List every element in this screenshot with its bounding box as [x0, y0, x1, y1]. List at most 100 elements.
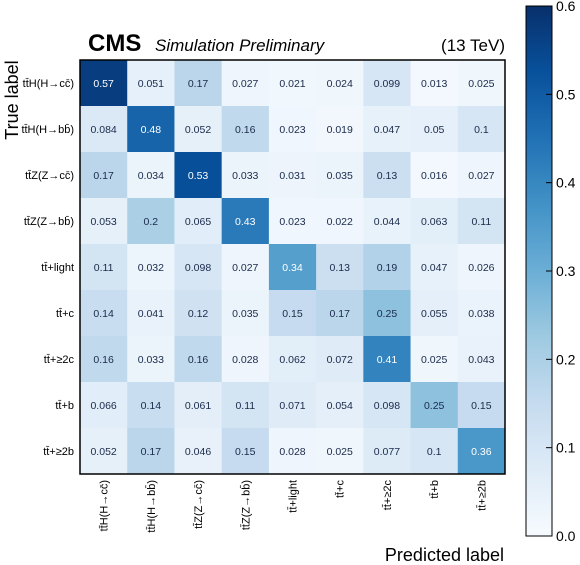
cell-value-label: 0.028	[279, 446, 305, 458]
heatmap-cell	[127, 152, 175, 199]
heatmap-cell	[127, 290, 175, 337]
heatmap-cell	[457, 290, 506, 337]
heatmap-cell	[363, 198, 412, 245]
cell-value-label: 0.023	[279, 216, 305, 228]
heatmap-cell	[316, 198, 364, 245]
heatmap-cell	[221, 106, 270, 153]
cell-value-label: 0.025	[468, 78, 494, 90]
cell-value-label: 0.2	[144, 216, 159, 228]
cell-value-label: 0.047	[374, 124, 400, 136]
heatmap-cell	[410, 336, 459, 383]
heatmap-cell	[268, 244, 317, 291]
heatmap-cell	[457, 244, 506, 291]
y-tick-label: tt̄Z(Z→bb̄)	[24, 215, 74, 228]
cell-value-label: 0.48	[141, 124, 162, 136]
cell-value-label: 0.051	[138, 78, 164, 90]
cell-value-label: 0.16	[93, 354, 114, 366]
cell-value-label: 0.047	[421, 262, 447, 274]
x-tick-label: tt̄+light	[287, 480, 299, 513]
heatmap-cell	[268, 198, 317, 245]
x-tick-label: tt̄Z(Z→bb̄)	[240, 480, 253, 530]
y-tick-label: tt̄Z(Z→cc̄)	[25, 170, 74, 182]
cell-value-label: 0.14	[141, 400, 162, 412]
cell-value-label: 0.038	[468, 308, 494, 320]
colorbar-ticks: 0.0 0.1 0.2 0.3 0.4 0.5 0.6	[546, 0, 576, 544]
cell-value-label: 0.034	[138, 170, 164, 182]
cell-value-label: 0.1	[474, 124, 489, 136]
heatmap-cell	[221, 290, 270, 337]
heatmap-cell	[410, 60, 459, 107]
cell-value-label: 0.15	[471, 400, 492, 412]
cell-value-label: 0.026	[468, 262, 494, 274]
cell-value-label: 0.57	[93, 78, 114, 90]
cell-value-label: 0.17	[330, 308, 351, 320]
heatmap-cell	[127, 336, 175, 383]
heatmap-cell	[363, 244, 412, 291]
cell-value-label: 0.052	[185, 124, 211, 136]
cell-value-label: 0.15	[282, 308, 303, 320]
cell-value-label: 0.028	[232, 354, 258, 366]
heatmap-cell	[316, 382, 364, 429]
heatmap-cell	[457, 106, 506, 153]
heatmap-cell	[363, 336, 412, 383]
heatmap-cell	[410, 290, 459, 337]
colorbar-tick-label: 0.0	[556, 528, 576, 544]
heatmap-cell	[80, 60, 128, 107]
heatmap-cell	[268, 336, 317, 383]
cell-value-label: 0.024	[327, 78, 353, 90]
x-axis-title: Predicted label	[385, 545, 504, 565]
heatmap-cell	[268, 60, 317, 107]
colorbar-tick-label: 0.4	[556, 175, 576, 191]
cell-value-label: 0.15	[235, 446, 256, 458]
heatmap-cell	[221, 336, 270, 383]
cell-value-label: 0.027	[468, 170, 494, 182]
experiment-label: CMS	[88, 30, 141, 57]
cell-value-label: 0.071	[279, 400, 305, 412]
plot-frame	[79, 59, 506, 475]
heatmap-cell	[80, 290, 128, 337]
heatmap-cell	[80, 428, 128, 475]
heatmap-cell	[80, 382, 128, 429]
heatmap-cell	[174, 382, 223, 429]
cell-value-label: 0.035	[327, 170, 353, 182]
x-tick-label: tt̄Z(Z→cc̄)	[193, 480, 205, 529]
cell-value-label: 0.052	[90, 446, 116, 458]
x-tick-label: tt̄H(H→cc̄)	[98, 480, 110, 531]
cell-value-label: 0.032	[138, 262, 164, 274]
cell-value-label: 0.055	[421, 308, 447, 320]
cell-value-label: 0.17	[141, 446, 162, 458]
cell-value-label: 0.033	[232, 170, 258, 182]
cell-value-label: 0.041	[138, 308, 164, 320]
cell-value-label: 0.054	[327, 400, 353, 412]
heatmap-cell	[410, 244, 459, 291]
heatmap-cell	[127, 106, 175, 153]
cell-value-label: 0.025	[421, 354, 447, 366]
y-tick-label: tt̄+c	[56, 308, 75, 320]
heatmap-cell	[174, 428, 223, 475]
cell-value-label: 0.033	[138, 354, 164, 366]
cell-value-label: 0.031	[279, 170, 305, 182]
cell-value-label: 0.072	[327, 354, 353, 366]
heatmap-cell	[316, 428, 364, 475]
cell-value-label: 0.021	[279, 78, 305, 90]
y-tick-labels: tt̄H(H→cc̄) tt̄H(H→bb̄) tt̄Z(Z→cc̄) tt̄Z(Z→…	[21, 78, 74, 458]
heatmap-cell	[316, 60, 364, 107]
y-tick-label: tt̄+≥2c	[44, 354, 75, 366]
heatmap-cell	[457, 428, 506, 475]
heatmap-cell	[457, 382, 506, 429]
heatmap-cell	[221, 198, 270, 245]
y-tick-label: tt̄+b	[55, 400, 74, 412]
cell-value-label: 0.023	[279, 124, 305, 136]
heatmap-cells: 0.57 0.051 0.17 0.027 0.021 0.024 0.099 0.013 0.…	[80, 60, 506, 475]
energy-label: (13 TeV)	[441, 36, 505, 55]
cell-value-label: 0.53	[188, 170, 209, 182]
cell-value-label: 0.16	[188, 354, 209, 366]
cell-value-label: 0.016	[421, 170, 447, 182]
cell-value-label: 0.16	[235, 124, 256, 136]
heatmap-cell	[410, 152, 459, 199]
y-tick-label: tt̄H(H→cc̄)	[23, 78, 74, 90]
heatmap-cell	[127, 428, 175, 475]
cell-value-label: 0.43	[235, 216, 256, 228]
cell-value-label: 0.11	[235, 400, 255, 412]
